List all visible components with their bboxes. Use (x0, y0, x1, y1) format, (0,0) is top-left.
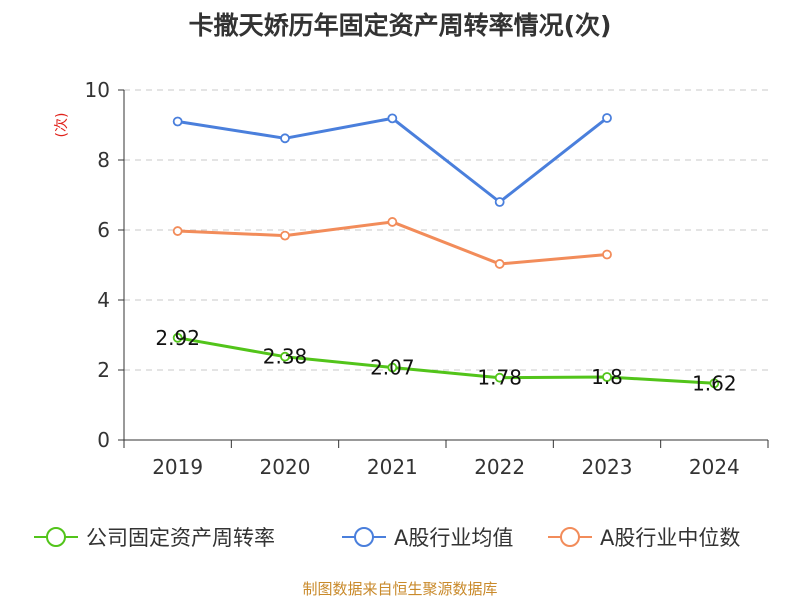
data-point (387, 217, 398, 227)
y-tick-label: 4 (97, 288, 110, 312)
legend: 公司固定资产周转率 A股行业均值 A股行业中位数 (34, 526, 740, 550)
data-label: 2.07 (370, 356, 415, 380)
y-tick-label: 8 (97, 148, 110, 172)
data-point (387, 113, 398, 124)
x-tick-label: 2022 (474, 455, 525, 479)
legend-swatch-marker (354, 527, 374, 547)
y-tick-label: 6 (97, 218, 110, 242)
legend-label: A股行业均值 (394, 526, 513, 550)
data-point (280, 230, 290, 241)
data-point (602, 249, 612, 260)
data-point (709, 378, 720, 389)
series-group (172, 113, 720, 389)
data-point (494, 372, 505, 383)
data-point (494, 197, 505, 207)
x-tick-label: 2024 (689, 455, 740, 479)
x-tick-label: 2023 (582, 455, 633, 479)
data-label: 2.38 (263, 345, 308, 369)
y-tick-label: 10 (85, 78, 110, 102)
data-point (280, 133, 290, 144)
y-axis-label: (次) (54, 113, 70, 138)
legend-label: 公司固定资产周转率 (86, 526, 275, 550)
x-tick-label: 2020 (260, 455, 311, 479)
data-point (172, 332, 183, 343)
data-point (172, 226, 183, 236)
chart-title: 卡撒天娇历年固定资产周转率情况(次) (189, 11, 612, 40)
data-point (280, 351, 290, 362)
data-point (602, 372, 612, 382)
y-tick-label: 2 (97, 358, 110, 382)
axes: 0 2 4 6 8 10 2019 2020 2021 2022 2023 2024 (85, 78, 769, 479)
gridlines (124, 89, 768, 371)
data-label: 2.92 (155, 326, 200, 350)
data-point (494, 259, 505, 269)
y-tick-label: 0 (97, 428, 110, 452)
x-tick-label: 2019 (152, 455, 203, 479)
data-label: 1.8 (591, 365, 623, 389)
source-note: 制图数据来自恒生聚源数据库 (302, 580, 497, 598)
data-labels: 2.92 2.38 2.07 1.78 1.8 1.62 (155, 326, 736, 396)
legend-swatch-marker (560, 527, 580, 547)
series-line (177, 336, 715, 385)
x-tick-label: 2021 (367, 455, 418, 479)
legend-swatch-marker (46, 527, 66, 547)
data-point (387, 362, 398, 373)
series-line (177, 220, 608, 266)
data-point (602, 113, 612, 123)
data-label: 1.62 (692, 371, 737, 395)
data-label: 1.78 (477, 366, 522, 390)
data-point (172, 116, 183, 127)
legend-label: A股行业中位数 (600, 526, 740, 550)
